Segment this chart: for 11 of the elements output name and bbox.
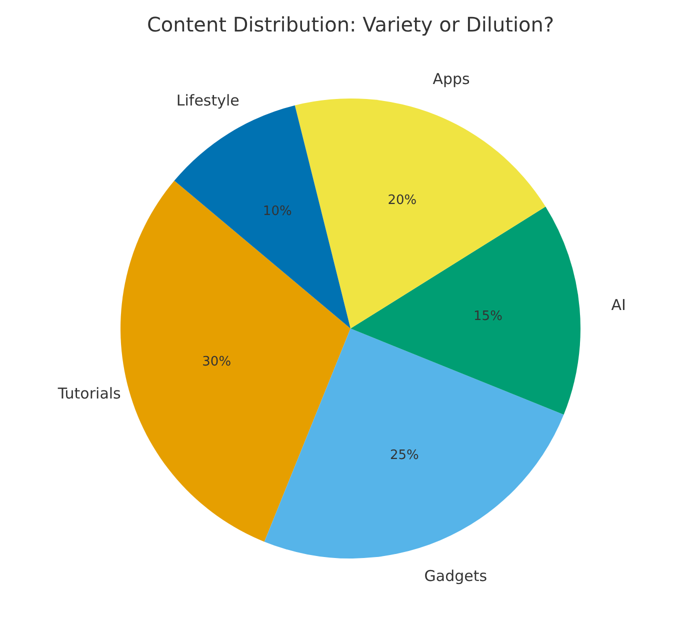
data-label: 30% xyxy=(202,354,232,370)
slice-label: Tutorials xyxy=(56,384,122,403)
data-label: 15% xyxy=(474,308,502,324)
data-label: 25% xyxy=(390,448,419,464)
chart-title: Content Distribution: Variety or Dilution? xyxy=(146,12,554,36)
slice-label: AI xyxy=(611,296,626,314)
slice-label: Lifestyle xyxy=(176,91,240,110)
data-label: 10% xyxy=(262,204,292,219)
slice-label: Gadgets xyxy=(424,567,488,586)
slice-label: Apps xyxy=(432,70,470,88)
data-label: 20% xyxy=(388,193,417,208)
